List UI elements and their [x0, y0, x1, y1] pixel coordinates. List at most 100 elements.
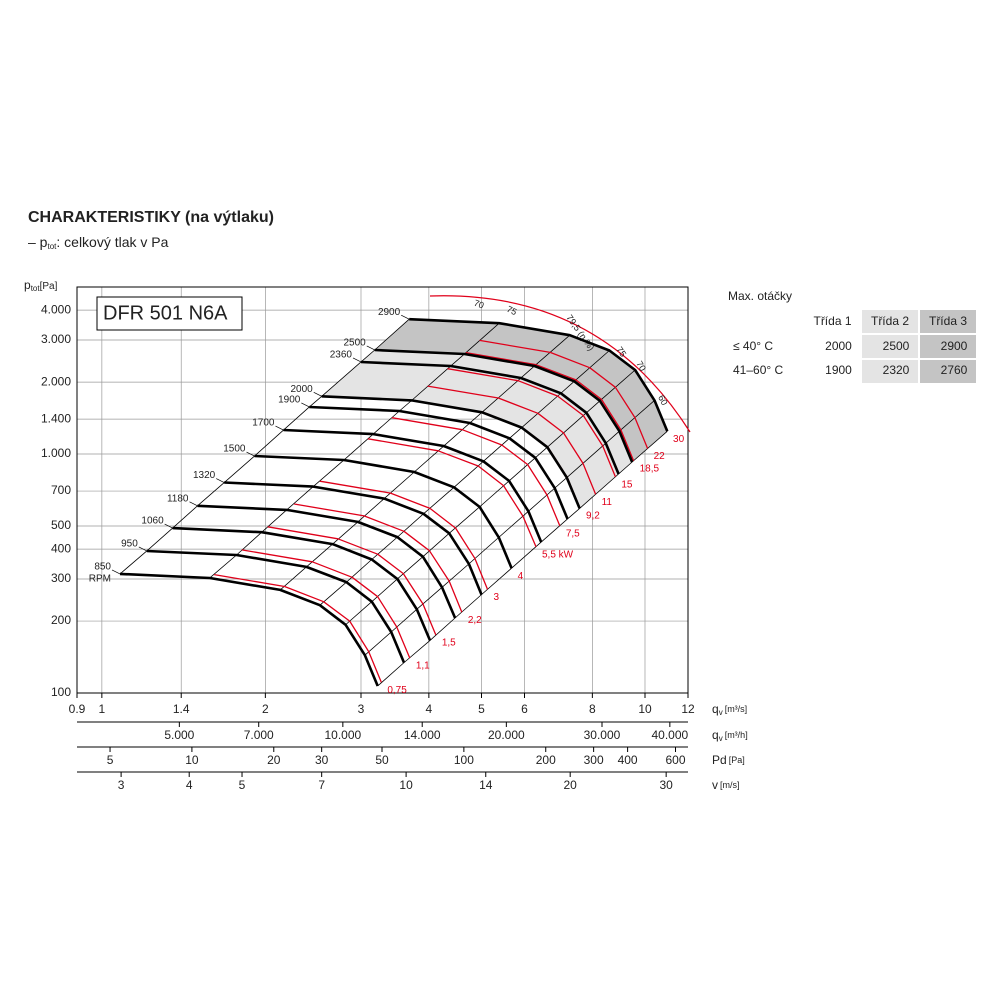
system-line: [209, 322, 500, 579]
secondary-tick-label: 5: [239, 778, 246, 792]
secondary-tick-label: 30: [315, 753, 329, 767]
rpm-leader: [216, 478, 225, 483]
y-tick-label: 500: [51, 518, 71, 532]
table-row-label: ≤ 40° C: [733, 339, 773, 353]
curve: [267, 526, 437, 636]
rpm-label: 2000: [290, 384, 313, 395]
secondary-tick-label: 20: [267, 753, 281, 767]
system-line: [364, 400, 655, 656]
y-unit: [Pa]: [40, 281, 58, 292]
power-label: 11: [602, 497, 613, 508]
secondary-tick-label: 600: [665, 753, 685, 767]
axis-symbol-sub: v: [719, 708, 723, 717]
plot-frame: [76, 286, 689, 694]
x-tick-label: 5: [478, 702, 485, 716]
curve: [197, 504, 457, 619]
curve: [367, 438, 537, 548]
power-label: 15: [621, 479, 633, 490]
curve: [391, 417, 561, 527]
curve: [214, 573, 382, 683]
curve: [254, 454, 513, 569]
subtitle-prefix: – p: [28, 234, 48, 250]
secondary-tick-label: 20: [563, 778, 577, 792]
x-tick-label: 1.4: [173, 702, 190, 716]
table-value: 1900: [825, 363, 852, 377]
table-cell-bg: [920, 310, 976, 383]
efficiency-label: 75: [614, 345, 628, 359]
table-value: 2900: [941, 339, 968, 353]
secondary-tick-label: 7: [318, 778, 325, 792]
rpm-label: 1500: [223, 444, 246, 455]
x-tick-label: 6: [521, 702, 528, 716]
plot-area: 100 200 300 400 500 700 1.000 1.400 2.000 3.000 4.…: [41, 286, 748, 792]
y-tick-label: 2.000: [41, 374, 71, 388]
chart-title: CHARAKTERISTIKY (na výtlaku): [28, 209, 274, 226]
secondary-tick-label: 30: [659, 778, 673, 792]
secondary-tick-label: 7.000: [244, 728, 274, 742]
y-tick-label: 300: [51, 571, 71, 585]
rpm-label: 1060: [141, 516, 164, 527]
y-tick-label: 1.000: [41, 446, 71, 460]
secondary-tick-label: 200: [536, 753, 556, 767]
efficiency-label: 60: [656, 393, 670, 407]
curve: [321, 395, 581, 509]
rpm-unit: RPM: [89, 574, 111, 585]
subtitle-sub: tot: [47, 242, 57, 251]
rpm-label: 1700: [252, 418, 275, 429]
power-label: 1,5: [442, 638, 456, 649]
model-box: [96, 296, 243, 331]
curve: [427, 385, 597, 495]
table-row-label: 41–60° C: [733, 363, 784, 377]
y-tick-label: 1.400: [41, 411, 71, 425]
table-value: 2760: [941, 363, 968, 377]
secondary-tick-label: 5: [107, 753, 114, 767]
subtitle-rest: : celkový tlak v Pa: [56, 234, 168, 250]
table-header: Třída 2: [871, 314, 909, 328]
secondary-tick-label: 10: [185, 753, 199, 767]
rpm-label: 1320: [193, 470, 216, 481]
axis-symbol: Pd: [712, 753, 727, 767]
power-label: 4: [518, 571, 524, 582]
y-tick-label: 3.000: [41, 332, 71, 346]
secondary-tick-label: 10.000: [324, 728, 361, 742]
power-label: 9,2: [586, 511, 600, 522]
y-label-sub: tot: [31, 284, 41, 293]
power-label: 2,2: [468, 615, 482, 626]
rpm-leader: [111, 569, 121, 575]
table-cell-bg: [862, 310, 918, 383]
rpm-leader: [189, 501, 198, 507]
table-value: 2500: [883, 339, 910, 353]
speed-table: Max. otáčky Třída 1 Třída 2 Třída 3 ≤ 40° C 2…: [728, 289, 976, 383]
rpm-label: 850: [94, 562, 111, 573]
efficiency-label: 70: [634, 359, 648, 373]
rpm-leader: [366, 345, 375, 351]
axis-unit: [m³/h]: [725, 730, 748, 740]
power-label: 18,5: [640, 463, 660, 474]
power-label: 22: [654, 451, 666, 462]
y-axis-label: ptot[Pa]: [24, 278, 58, 293]
axis-label: Pd [Pa]: [712, 753, 745, 767]
rpm-leader: [164, 523, 173, 529]
axis-symbol: q: [712, 702, 719, 716]
efficiency-label: 75: [505, 304, 518, 317]
secondary-tick-label: 30.000: [584, 728, 621, 742]
x-tick-label: 1: [99, 702, 106, 716]
power-label: 5,5 kW: [542, 549, 574, 560]
secondary-tick-label: 5.000: [164, 728, 194, 742]
axis-unit: [m/s]: [720, 780, 740, 790]
curve: [360, 360, 620, 475]
curve: [309, 405, 569, 520]
secondary-tick-label: 40.000: [651, 728, 688, 742]
axis-label: v [m/s]: [712, 778, 740, 792]
power-label: 7,5: [566, 528, 580, 539]
rpm-label: 2500: [343, 338, 366, 349]
axis-label: qv [m³/h]: [712, 728, 748, 743]
subtitle: – ptot: celkový tlak v Pa: [28, 234, 169, 251]
table-value: 2000: [825, 339, 852, 353]
curve: [283, 428, 543, 543]
curve: [447, 368, 617, 478]
rpm-leader: [246, 451, 255, 457]
x-tick-label: 10: [638, 702, 652, 716]
y-tick-label: 200: [51, 613, 71, 627]
secondary-tick-label: 4: [186, 778, 193, 792]
